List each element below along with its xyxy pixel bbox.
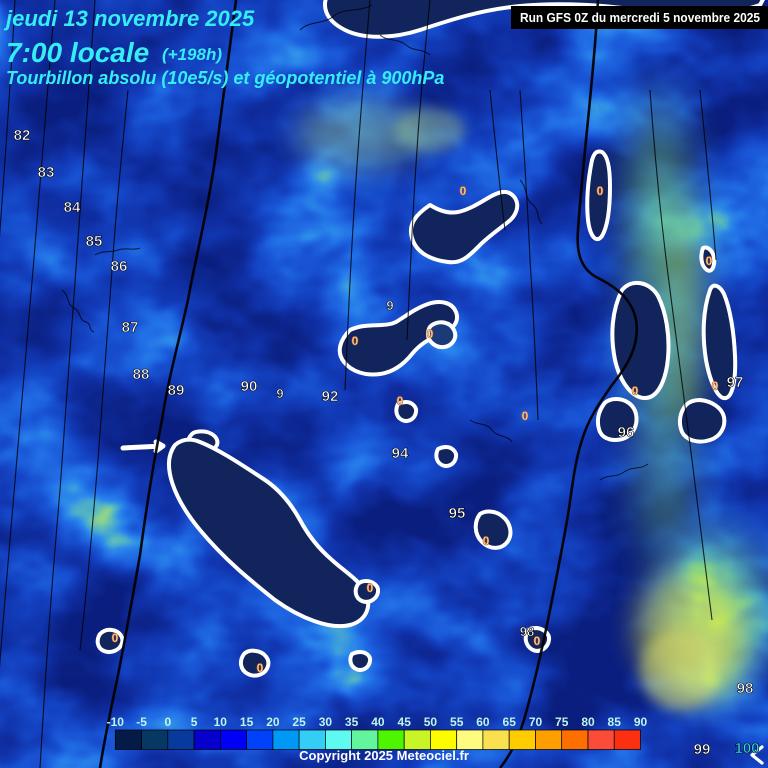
svg-text:99: 99 (694, 741, 711, 758)
svg-text:30: 30 (319, 715, 333, 729)
svg-text:9: 9 (386, 298, 393, 313)
svg-text:40: 40 (371, 715, 385, 729)
svg-text:97: 97 (727, 374, 744, 391)
svg-text:9: 9 (276, 386, 283, 401)
svg-text:85: 85 (608, 715, 622, 729)
svg-text:0: 0 (522, 409, 529, 423)
svg-text:0: 0 (632, 384, 639, 398)
svg-text:15: 15 (240, 715, 254, 729)
svg-text:5: 5 (191, 715, 198, 729)
svg-text:75: 75 (555, 715, 569, 729)
svg-text:50: 50 (424, 715, 438, 729)
svg-text:86: 86 (111, 258, 128, 275)
svg-text:98: 98 (520, 624, 534, 639)
svg-text:0: 0 (712, 379, 719, 393)
svg-text:0: 0 (367, 581, 374, 595)
svg-text:0: 0 (483, 534, 490, 548)
svg-text:84: 84 (64, 199, 81, 216)
svg-text:98: 98 (737, 680, 754, 697)
svg-text:100: 100 (734, 740, 759, 757)
svg-text:83: 83 (38, 164, 55, 181)
svg-text:0: 0 (257, 661, 264, 675)
svg-text:(+198h): (+198h) (162, 45, 222, 64)
svg-text:45: 45 (398, 715, 412, 729)
svg-text:0: 0 (352, 334, 359, 348)
svg-text:-5: -5 (136, 715, 147, 729)
svg-text:55: 55 (450, 715, 464, 729)
svg-text:25: 25 (292, 715, 306, 729)
svg-text:90: 90 (241, 378, 258, 395)
svg-text:0: 0 (460, 184, 467, 198)
svg-text:0: 0 (706, 254, 713, 268)
svg-text:87: 87 (122, 319, 139, 336)
svg-text:96: 96 (618, 424, 635, 441)
svg-text:20: 20 (266, 715, 280, 729)
svg-text:0: 0 (164, 715, 171, 729)
svg-text:Copyright 2025 Meteociel.fr: Copyright 2025 Meteociel.fr (299, 748, 469, 763)
svg-text:89: 89 (168, 382, 185, 399)
svg-text:95: 95 (449, 505, 466, 522)
svg-text:jeudi 13 novembre 2025: jeudi 13 novembre 2025 (3, 6, 255, 31)
svg-text:94: 94 (392, 445, 409, 462)
svg-text:60: 60 (476, 715, 490, 729)
svg-text:7:00 locale: 7:00 locale (6, 37, 149, 68)
svg-text:85: 85 (86, 233, 103, 250)
svg-text:0: 0 (534, 634, 541, 648)
svg-text:70: 70 (529, 715, 543, 729)
svg-text:92: 92 (322, 388, 339, 405)
svg-text:-10: -10 (107, 715, 125, 729)
svg-text:0: 0 (597, 184, 604, 198)
svg-text:0: 0 (397, 394, 404, 408)
svg-text:10: 10 (214, 715, 228, 729)
svg-text:0: 0 (427, 327, 434, 341)
svg-text:Run GFS 0Z du mercredi 5 novem: Run GFS 0Z du mercredi 5 novembre 2025 (520, 10, 760, 25)
svg-text:80: 80 (581, 715, 595, 729)
svg-text:Tourbillon absolu (10e5/s) et: Tourbillon absolu (10e5/s) et géopotenti… (6, 68, 444, 88)
svg-text:0: 0 (112, 631, 119, 645)
svg-text:82: 82 (14, 127, 31, 144)
svg-text:88: 88 (133, 366, 150, 383)
svg-text:90: 90 (634, 715, 648, 729)
svg-text:35: 35 (345, 715, 359, 729)
svg-text:65: 65 (503, 715, 517, 729)
